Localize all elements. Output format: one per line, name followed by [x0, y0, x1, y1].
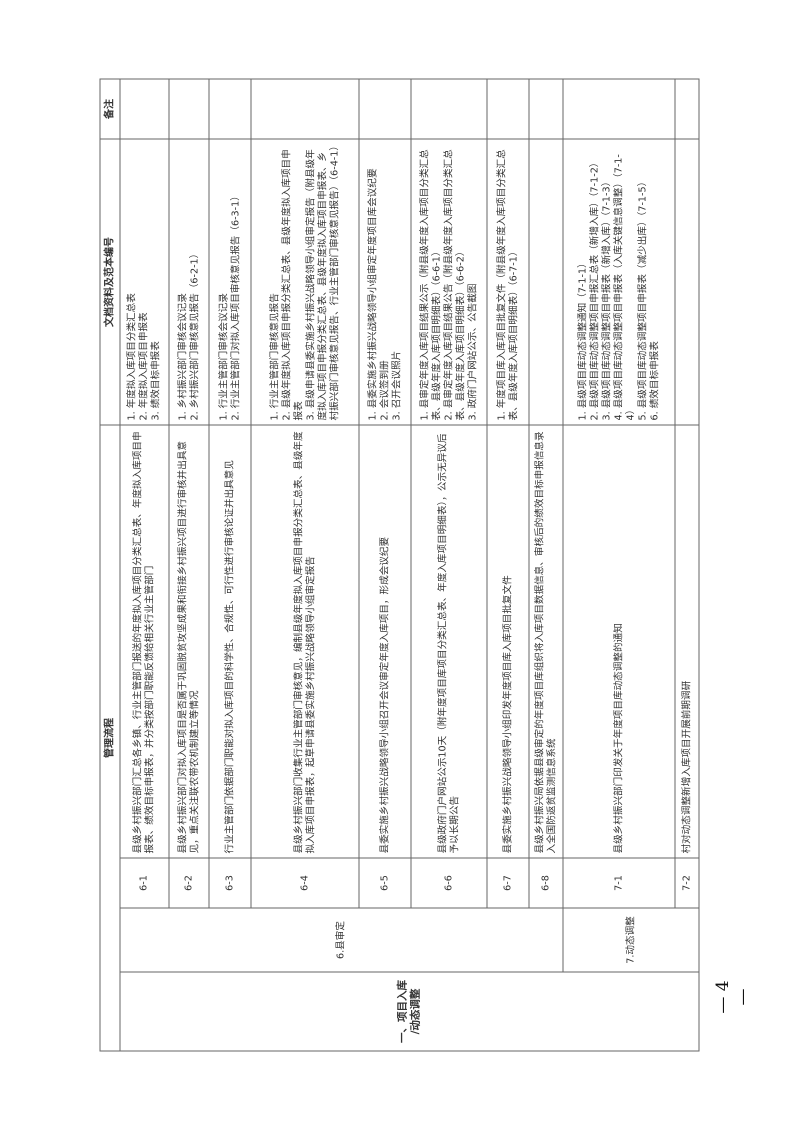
step-number: 6-6	[411, 858, 487, 908]
step-number: 6-1	[120, 858, 169, 908]
stage-cell: 一、项目入库/动态调整	[120, 972, 699, 1051]
header-process: 管理流程	[100, 425, 120, 1051]
document-item: 2. 年度拟入库项目申报表	[138, 312, 150, 421]
document-list: 1. 县委实施乡村振兴战略领导小组审定年度项目库会议纪要 2. 会议签到册 3. 召…	[359, 139, 411, 425]
document-list: 1. 乡村振兴部门审核会议记录 2. 乡村振兴部门审核意见报告（6-2-1）	[169, 139, 209, 425]
table-row: 6-2 县级乡村振兴部门对拟入库项目是否属于巩固脱贫攻坚成果和衔接乡村振兴项目进行…	[169, 79, 209, 1051]
remarks-cell	[359, 79, 411, 139]
process-description: 县级政府门户网站公示10天（附年度项目库项目分类汇总表、年度入库项目明细表），公…	[411, 425, 487, 858]
step-number: 7-2	[675, 858, 699, 908]
document-item: 1. 乡村振兴部门审核会议记录	[177, 293, 188, 421]
process-description: 村对动态调整新增入库项目开展前期调研	[675, 425, 699, 858]
management-process-table: 管理流程 文档资料及范本编号 备注 一、项目入库/动态调整 6.县审定 6-1 县级乡…	[100, 79, 700, 1052]
document-item: 1. 年度项目库入库项目批复文件（附县级年度入库项目分类汇总表、县级年度入库项目…	[496, 149, 519, 421]
document-item: 3. 召开会议照片	[391, 350, 402, 421]
process-description: 县级乡村振兴部门汇总各乡镇、行业主管部门报送的年度拟入库项目分类汇总表、年度拟入…	[120, 425, 169, 858]
document-list: 1. 年度项目库入库项目批复文件（附县级年度入库项目分类汇总表、县级年度入库项目…	[487, 139, 529, 425]
table-row: 7.动态调整 7-1 县级乡村振兴部门印发关于年度项目库动态调整的通知 1. 县级项目…	[563, 79, 699, 1051]
process-description: 行业主管部门依据部门职能对拟入库项目的科学性、合规性、可行性进行审核论证并出具意…	[209, 425, 251, 858]
page-number: — 4 —	[713, 980, 753, 1014]
remarks-cell	[563, 79, 675, 139]
document-item: 1. 县审定年度入库项目结果公示（附县级年度入库项目分类汇总表、县级年度入库项目…	[419, 149, 442, 421]
remarks-cell	[251, 79, 359, 139]
header-remarks: 备注	[100, 79, 120, 139]
document-item: 1. 县委实施乡村振兴战略领导小组审定年度项目库会议纪要	[367, 168, 378, 421]
document-item: 5. 县级项目库动态调整项目申报表（减少出库）（7-1-5）	[637, 176, 648, 421]
step-number: 6-2	[169, 858, 209, 908]
document-item: 2. 乡村振兴部门审核意见报告（6-2-1）	[189, 248, 200, 421]
process-description: 县级乡村振兴部门印发关于年度项目库动态调整的通知	[563, 425, 675, 858]
stage-label-line2: /动态调整	[409, 988, 422, 1035]
rotated-table-page: 管理流程 文档资料及范本编号 备注 一、项目入库/动态调整 6.县审定 6-1 县级乡…	[100, 79, 700, 1052]
table-header-row: 管理流程 文档资料及范本编号 备注	[100, 79, 120, 1051]
table-row: 6-4 县级乡村振兴部门收集行业主管部门审核意见，编制县级年度拟入库项目申报分类汇…	[251, 79, 359, 1051]
document-item: 1. 行业主管部门审核意见报告	[269, 293, 280, 421]
table-row: 6-7 县委实施乡村振兴战略领导小组印发年度项目库入库项目批复文件 1. 年度项目库…	[487, 79, 529, 1051]
document-item: 1. 年度拟入库项目分类汇总表	[126, 293, 138, 421]
document-item: 3. 政府门户网站公示、公告截图	[467, 283, 478, 421]
process-description: 县委实施乡村振兴战略领导小组召开会议审定年度入库项目，形成会议纪要	[359, 425, 411, 858]
table-row: 6-3 行业主管部门依据部门职能对拟入库项目的科学性、合规性、可行性进行审核论证并…	[209, 79, 251, 1051]
document-item: 6. 绩效目标申报表	[649, 341, 660, 421]
step-number: 6-4	[251, 858, 359, 908]
remarks-cell	[529, 79, 563, 139]
document-item: 2. 县级项目库动态调整项目申报汇总表（新增入库）（7-1-2）	[589, 157, 600, 421]
step-number: 6-8	[529, 858, 563, 908]
remarks-cell	[487, 79, 529, 139]
document-item: 2. 县审定年度入库项目结果公告（附县级年度入库项目分类汇总表、县级年度入库项目…	[443, 149, 466, 421]
step-number: 6-7	[487, 858, 529, 908]
remarks-cell	[209, 79, 251, 139]
step-number: 7-1	[563, 858, 675, 908]
header-docs: 文档资料及范本编号	[100, 139, 120, 425]
table-row: 7-2 村对动态调整新增入库项目开展前期调研	[675, 79, 699, 1051]
table-row: 6-6 县级政府门户网站公示10天（附年度项目库项目分类汇总表、年度入库项目明细表…	[411, 79, 487, 1051]
document-item: 1. 行业主管部门审核会议记录	[218, 293, 229, 421]
remarks-cell	[675, 79, 699, 139]
process-description: 县级乡村振兴局依据县级审定的年度项目库组织将入库项目数据信息、审核后的绩效目标申…	[529, 425, 563, 858]
step-number: 6-3	[209, 858, 251, 908]
process-description: 县委实施乡村振兴战略领导小组印发年度项目库入库项目批复文件	[487, 425, 529, 858]
document-item: 2. 会议签到册	[379, 360, 390, 421]
document-list	[529, 139, 563, 425]
document-item: 3. 县级项目库动态调整项目申报表（新增入库）（7-1-3）	[601, 176, 612, 421]
document-item: 3. 县级申请县委实施乡村振兴战略领导小组审定报告（附县级年度拟入库项目申报分类…	[305, 141, 340, 421]
table-row: 一、项目入库/动态调整 6.县审定 6-1 县级乡村振兴部门汇总各乡镇、行业主管部门报…	[120, 79, 699, 1051]
document-list	[675, 139, 699, 425]
remarks-cell	[169, 79, 209, 139]
substage-dynamic-adjust: 7.动态调整	[563, 908, 699, 972]
document-item: 3. 绩效目标申报表	[150, 341, 162, 421]
document-item: 2. 行业主管部门对拟入库项目审核意见报告（6-3-1）	[230, 191, 241, 421]
step-number: 6-5	[359, 858, 411, 908]
document-list: 1. 年度拟入库项目分类汇总表 2. 年度拟入库项目申报表 3. 绩效目标申报表	[120, 139, 169, 425]
document-item: 2. 县级年度拟入库项目申报分类汇总表、县级年度拟入库项目申报表	[281, 149, 304, 421]
document-list: 1. 行业主管部门审核意见报告 2. 县级年度拟入库项目申报分类汇总表、县级年度拟…	[251, 139, 359, 425]
document-list: 1. 县级项目库动态调整通知（7-1-1） 2. 县级项目库动态调整项目申报汇总表…	[563, 139, 675, 425]
stage-label-line1: 一、项目入库	[396, 980, 409, 1043]
table-row: 6-5 县委实施乡村振兴战略领导小组召开会议审定年度入库项目，形成会议纪要 1. 县…	[359, 79, 411, 1051]
document-item: 1. 县级项目库动态调整通知（7-1-1）	[577, 258, 588, 421]
document-item: 4. 县级项目库动态调整项目申报表（入库关键信息调整）（7-1-4）	[613, 154, 636, 421]
process-description: 县级乡村振兴部门对拟入库项目是否属于巩固脱贫攻坚成果和衔接乡村振兴项目进行审核并…	[169, 425, 209, 858]
remarks-cell	[411, 79, 487, 139]
document-list: 1. 县审定年度入库项目结果公示（附县级年度入库项目分类汇总表、县级年度入库项目…	[411, 139, 487, 425]
process-description: 县级乡村振兴部门收集行业主管部门审核意见，编制县级年度拟入库项目申报分类汇总表、…	[251, 425, 359, 858]
table-row: 6-8 县级乡村振兴局依据县级审定的年度项目库组织将入库项目数据信息、审核后的绩效…	[529, 79, 563, 1051]
document-list: 1. 行业主管部门审核会议记录 2. 行业主管部门对拟入库项目审核意见报告（6-3…	[209, 139, 251, 425]
remarks-cell	[120, 79, 169, 139]
substage-county-review: 6.县审定	[120, 908, 563, 972]
